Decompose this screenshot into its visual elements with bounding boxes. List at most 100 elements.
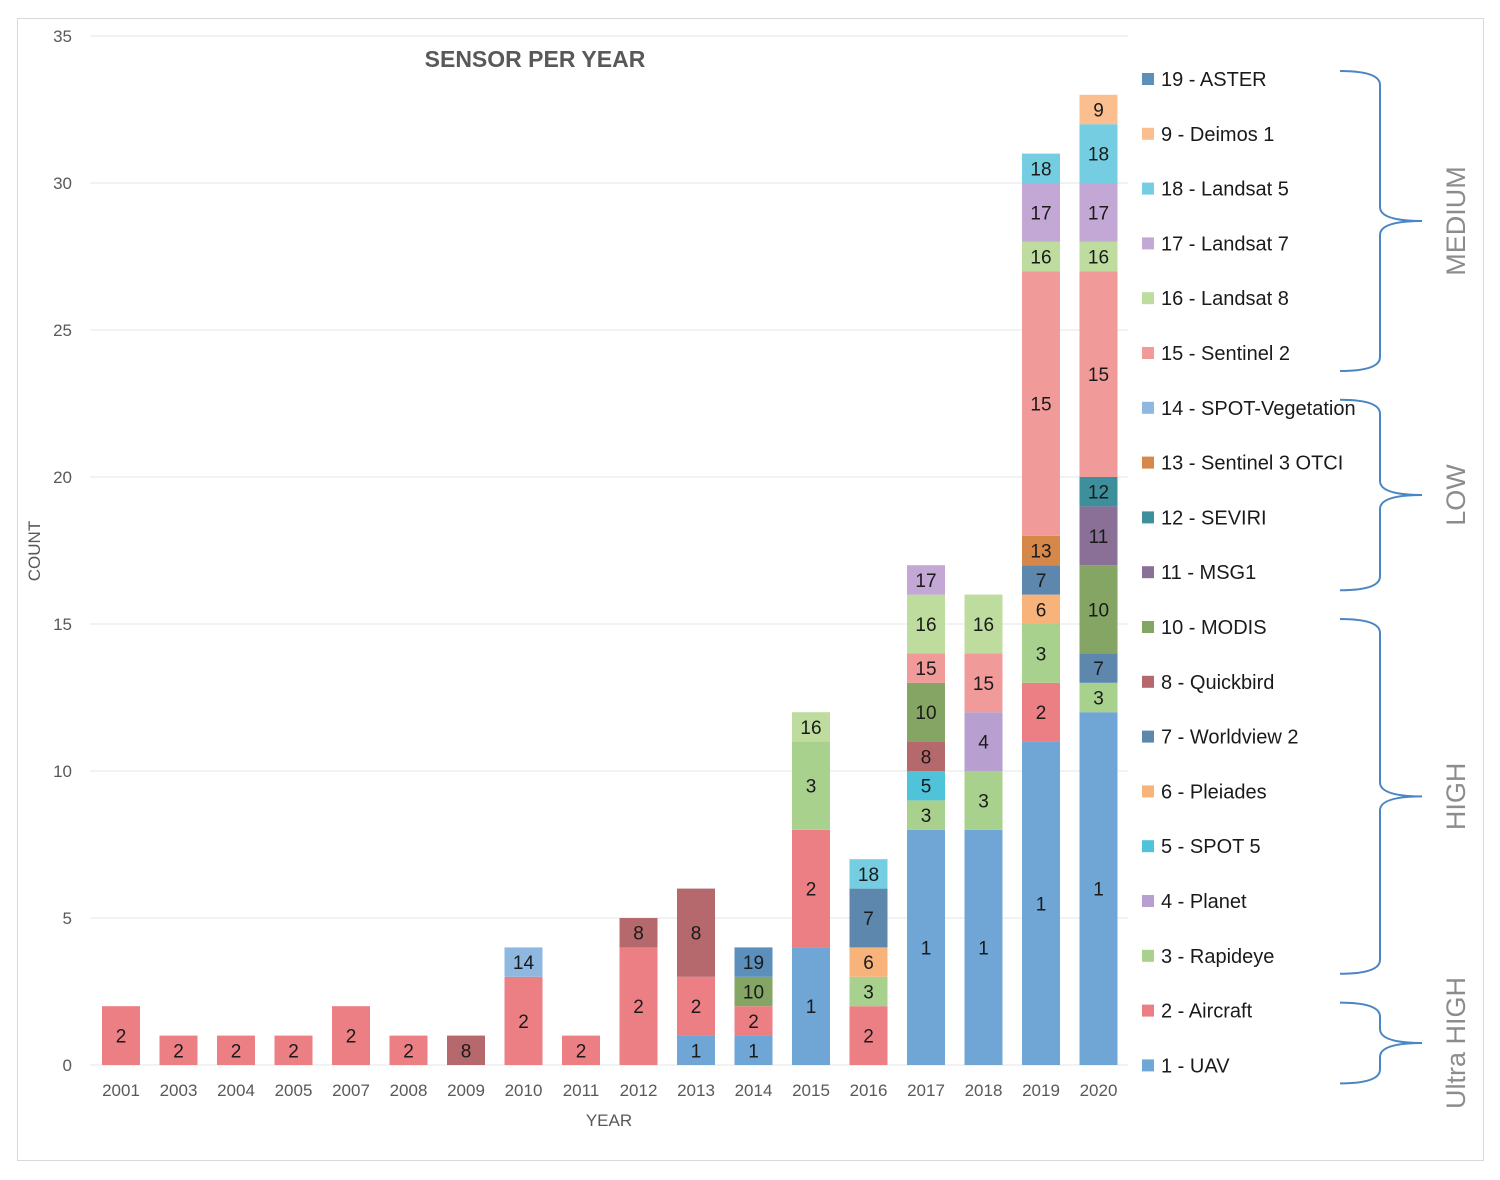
bar-segment-label: 3 (1036, 644, 1047, 665)
bar-segment-label: 17 (1030, 203, 1051, 224)
group-label: Ultra HIGH (1441, 977, 1471, 1109)
bar-segment-sensor-1 (677, 1035, 715, 1065)
legend-item-sensor-17: 17 - Landsat 7 (1142, 233, 1289, 255)
legend-item-sensor-15: 15 - Sentinel 2 (1142, 343, 1290, 365)
bar-segment-label: 1 (806, 997, 817, 1018)
bar-segment-sensor-13 (1022, 535, 1060, 566)
bar-stack-2013: 1 2 8 (677, 888, 715, 1065)
bar-segment-label: 15 (915, 659, 936, 680)
bar-stack-2018: 1 3 4 15 16 (964, 594, 1003, 1065)
legend-label: 16 - Landsat 8 (1161, 288, 1289, 310)
y-tick-label: 15 (53, 615, 72, 634)
bar-segment-label: 7 (863, 909, 874, 930)
legend-label: 11 - MSG1 (1161, 562, 1256, 584)
group-brace (1339, 70, 1423, 372)
legend-swatch (1142, 675, 1154, 688)
bar-segment-label: 10 (743, 983, 764, 1004)
x-tick-label: 2014 (735, 1081, 773, 1100)
legend-item-sensor-8: 8 - Quickbird (1142, 672, 1274, 694)
bar-segment-sensor-1 (734, 1035, 773, 1065)
legend-label: 12 - SEVIRI (1161, 507, 1267, 529)
bar-stack-2011: 2 (562, 1035, 600, 1065)
bar-segment-sensor-18 (1079, 124, 1118, 183)
bar-segment-sensor-2 (734, 1006, 773, 1036)
legend-swatch (1142, 73, 1154, 85)
group-label: HIGH (1441, 763, 1471, 831)
bar-segment-label: 13 (1030, 542, 1051, 563)
bar-stack-2010: 2 14 (504, 947, 543, 1065)
bar-stack-2019: 1 2 3 6 7 13 15 16 17 18 (1022, 153, 1060, 1065)
legend-label: 9 - Deimos 1 (1161, 124, 1274, 146)
bar-segment-label: 1 (921, 938, 932, 959)
bar-segment-label: 15 (973, 674, 994, 695)
bar-segment-sensor-7 (849, 888, 888, 948)
bar-segment-sensor-6 (849, 947, 888, 977)
bar-segment-label: 3 (978, 791, 989, 812)
bar-segment-sensor-5 (907, 771, 945, 801)
gridlines (90, 35, 1128, 1066)
x-tick-label: 2015 (792, 1081, 830, 1100)
bar-segment-label: 2 (518, 1012, 529, 1033)
bar-segment-label: 2 (691, 997, 702, 1018)
bar-segment-label: 2 (863, 1027, 874, 1048)
bar-segment-label: 2 (806, 880, 817, 901)
bar-segment-sensor-4 (964, 712, 1003, 771)
bar-segment-sensor-17 (907, 565, 945, 595)
bar-segment-sensor-16 (1079, 241, 1118, 272)
bar-segment-label: 7 (1093, 659, 1104, 680)
y-tick-label: 20 (53, 468, 72, 487)
bar-stack-2007: 2 (332, 1006, 370, 1065)
legend-swatch (1142, 292, 1154, 305)
x-tick-label: 2007 (332, 1081, 370, 1100)
bar-segment-sensor-2 (389, 1035, 428, 1065)
legend-item-sensor-6: 6 - Pleiades (1142, 781, 1267, 803)
bar-segment-label: 18 (858, 865, 879, 886)
bar-segment-label: 14 (513, 953, 535, 974)
x-axis: 2001 2003 2004 2005 2007 2008 2009 2010 2011 2012… (102, 1081, 1117, 1100)
bar-segment-sensor-3 (849, 976, 888, 1007)
group-brace (1339, 398, 1423, 592)
bar-segment-sensor-1 (1022, 741, 1060, 1065)
legend-item-sensor-14: 14 - SPOT-Vegetation (1142, 398, 1356, 420)
bar-segment-sensor-2 (217, 1035, 255, 1065)
bar-segment-sensor-2 (504, 976, 543, 1065)
bar-segment-sensor-2 (677, 976, 715, 1036)
bar-segment-label: 16 (1030, 248, 1051, 269)
bar-segment-label: 4 (978, 733, 989, 754)
bar-segment-label: 3 (921, 806, 932, 827)
bar-segment-sensor-19 (734, 947, 773, 977)
bar-segment-label: 6 (1036, 600, 1047, 621)
legend-label: 2 - Aircraft (1161, 1001, 1253, 1023)
x-tick-label: 2012 (620, 1081, 658, 1100)
bar-segment-sensor-3 (907, 800, 945, 830)
legend-item-sensor-2: 2 - Aircraft (1142, 1001, 1253, 1023)
legend-swatch (1142, 949, 1154, 962)
bar-segment-sensor-15 (964, 653, 1003, 713)
group-brace (1339, 618, 1423, 975)
bar-segment-label: 16 (1088, 248, 1109, 269)
legend-swatch (1142, 456, 1154, 469)
bar-segment-label: 2 (633, 997, 644, 1018)
bars: 22 2 222 8214228128121019123162367181358101… (102, 94, 1118, 1065)
x-tick-label: 2010 (505, 1081, 543, 1100)
y-tick-label: 30 (53, 174, 72, 193)
legend-swatch (1142, 127, 1154, 140)
bar-segment-label: 16 (973, 615, 994, 636)
bar-segment-label: 5 (921, 777, 932, 798)
x-tick-label: 2018 (965, 1081, 1003, 1100)
bar-segment-sensor-1 (907, 829, 945, 1065)
bar-segment-sensor-2 (102, 1006, 140, 1065)
bar-segment-sensor-8 (619, 918, 658, 948)
legend-item-sensor-19: 19 - ASTER (1142, 69, 1267, 91)
bar-segment-sensor-2 (1022, 682, 1060, 742)
y-tick-label: 25 (53, 321, 72, 340)
bar-stack-2009: 8 (447, 1035, 485, 1065)
bar-segment-sensor-7 (1022, 565, 1060, 595)
legend-label: 5 - SPOT 5 (1161, 836, 1261, 858)
legend-item-sensor-5: 5 - SPOT 5 (1142, 836, 1261, 858)
legend-swatch (1142, 621, 1154, 633)
chart-title: SENSOR PER YEAR (425, 46, 646, 72)
bar-segment-label: 7 (1036, 571, 1047, 592)
bar-segment-label: 2 (231, 1041, 242, 1062)
group-low: LOW (1339, 398, 1471, 592)
